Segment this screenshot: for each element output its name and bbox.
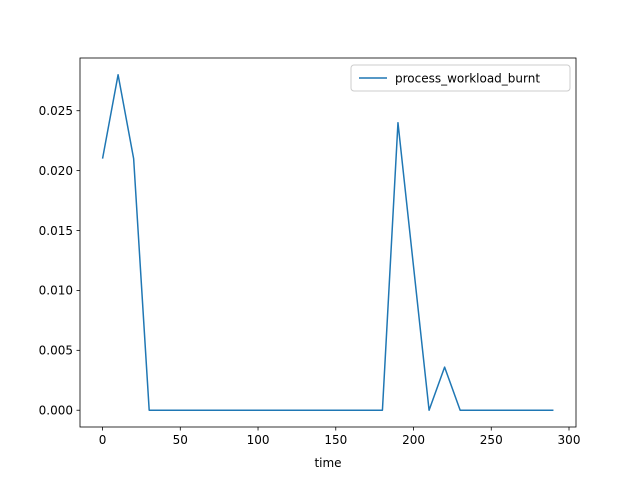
x-axis-label: time: [314, 456, 341, 470]
series-line-0: [101, 74, 554, 411]
legend-label: process_workload_burnt: [395, 71, 540, 85]
x-tick-label: 100: [247, 433, 270, 447]
x-tick-label: 200: [402, 433, 425, 447]
axes: 0 50 100 150 200 250 300 0.000 0.005 0.010 0.015 0.…: [39, 57, 581, 447]
y-tick-label: 0.005: [39, 344, 73, 358]
y-tick-label: 0.000: [39, 404, 73, 418]
x-tick-label: 250: [480, 433, 503, 447]
plot-area: [101, 74, 554, 411]
x-tick-label: 150: [324, 433, 347, 447]
axes-frame: [79, 57, 577, 428]
x-tick-label: 0: [99, 433, 107, 447]
y-tick-label: 0.015: [39, 224, 73, 238]
legend: process_workload_burnt: [350, 64, 571, 92]
y-tick-label: 0.010: [39, 284, 73, 298]
y-tick-label: 0.020: [39, 164, 73, 178]
legend-box: [350, 64, 571, 92]
y-tick-label: 0.025: [39, 104, 73, 118]
x-tick-label: 50: [173, 433, 188, 447]
x-tick-label: 300: [558, 433, 581, 447]
